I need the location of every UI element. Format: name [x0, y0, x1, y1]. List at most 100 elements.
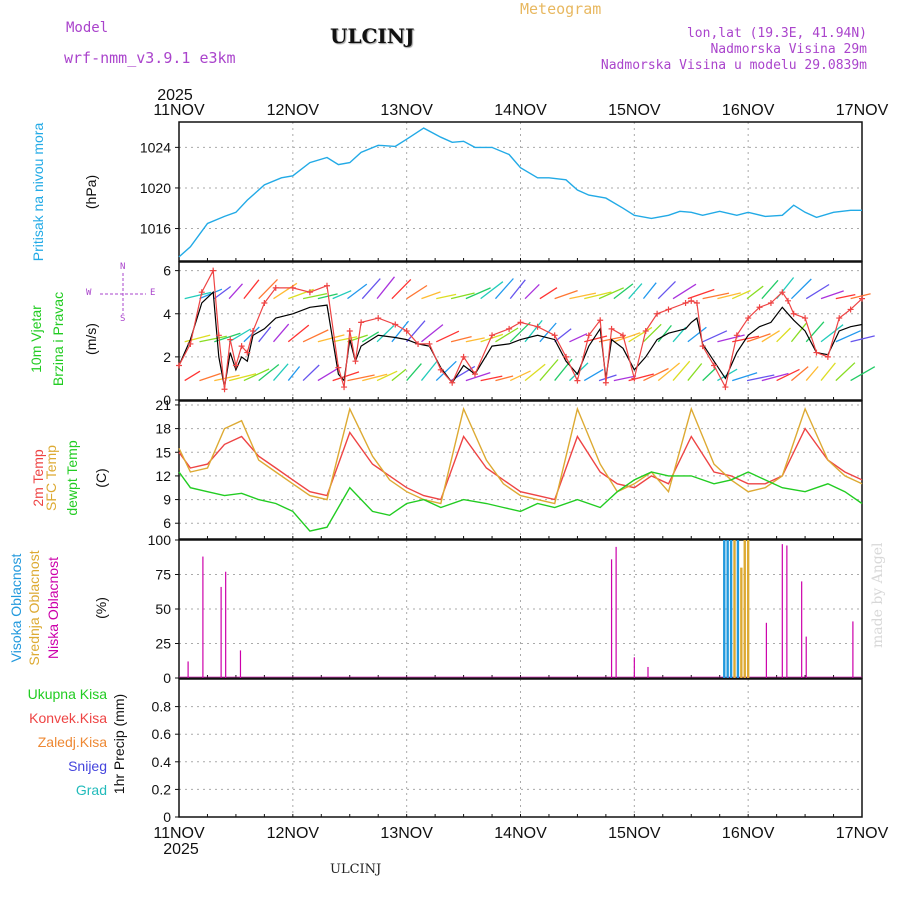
y-tick-label: 6 [163, 263, 171, 279]
station-title: ULCINJ [330, 24, 415, 48]
wind-arrow [361, 331, 380, 343]
precip-legend: Ukupna Kisa Konvek.Kisa Zaledj.Kisa Snij… [0, 686, 107, 806]
sfc-temp-line [178, 406, 863, 505]
wind-arrow [391, 278, 412, 300]
wind-arrow [584, 291, 612, 300]
wind-gust-marker [654, 310, 661, 317]
wind-gust-marker [187, 340, 194, 347]
wind-arrow [406, 284, 428, 300]
wind-gust-marker [335, 364, 342, 371]
wind-gust-marker [306, 289, 313, 296]
wind-arrow [435, 330, 460, 343]
dewpt-line [178, 471, 863, 532]
y-tick-label: 0 [163, 670, 171, 686]
wind-arrow [554, 289, 578, 300]
wind-arrow [584, 335, 608, 343]
wind-arrow [376, 370, 398, 382]
wind-gust-marker [352, 358, 359, 365]
y-tick-label: 25 [155, 636, 171, 652]
wind-arrow [332, 290, 352, 300]
wind-gust-marker [227, 336, 234, 343]
wind-gust-marker [534, 323, 541, 330]
y-tick-label: 4 [163, 306, 171, 322]
wind-arrow [746, 333, 771, 343]
wind-arrow [302, 329, 329, 343]
wind-gust-marker [449, 379, 456, 386]
wind-arrow [421, 291, 441, 300]
wind-arrow [850, 366, 876, 382]
wind-gust-marker [261, 299, 268, 306]
wind-arrow [421, 324, 444, 343]
wind-arrow [702, 330, 728, 343]
wind-arrow [347, 283, 368, 300]
wind-arrow [613, 332, 641, 343]
y-tick-label: 100 [148, 532, 172, 548]
y-tick-label: 12 [155, 468, 171, 484]
wind-arrow [790, 322, 807, 343]
wind-arrow [362, 373, 388, 382]
y-tick-label: 21 [155, 397, 171, 413]
wind-gust-marker [756, 304, 763, 311]
compass-s: S [120, 314, 126, 324]
wind-arrow [805, 366, 819, 382]
wind-gust-marker [733, 332, 740, 339]
y-tick-label: 0.2 [152, 781, 172, 797]
legend-total-rain: Ukupna Kisa [27, 686, 107, 702]
wind-gust-marker [847, 306, 854, 313]
wind-gust-marker [688, 297, 695, 304]
pressure-line [178, 127, 862, 258]
wind-arrow [494, 278, 514, 300]
panel-frame [178, 678, 863, 818]
wind-arrow [184, 370, 201, 382]
wind-gust-marker [642, 328, 649, 334]
model-name: wrf-nmm_v3.9.1 e3km [64, 49, 236, 67]
wind-gust-marker [471, 371, 478, 378]
wind-arrow [569, 292, 597, 300]
bottom-year-label: 2025 [163, 841, 199, 858]
wind-gust-marker [745, 315, 752, 322]
wind-arrow [850, 335, 875, 343]
wind-gust-marker [597, 317, 604, 324]
wind-arrow [361, 278, 381, 300]
wind-arrow [524, 363, 546, 382]
wind-arrow [391, 320, 410, 343]
footer-station: ULCINJ [330, 862, 382, 877]
wind-arrow [243, 279, 260, 300]
wind-arrow [820, 324, 844, 343]
wind-gust-marker [215, 332, 222, 339]
wind-arrow [509, 279, 526, 300]
wind-arrow [776, 327, 791, 343]
wind-arrow [791, 366, 809, 382]
y-tick-label: 0.8 [152, 699, 172, 715]
wind-arrow [717, 334, 745, 343]
wind-arrow [406, 320, 426, 343]
wind-gust-marker [790, 310, 797, 317]
wind-gust-marker [323, 282, 330, 289]
wind-arrow [376, 276, 396, 300]
wind-gust-marker [375, 315, 382, 322]
top-day-label: 15NOV [608, 102, 661, 119]
wind-arrow [199, 372, 221, 382]
compass-e: E [150, 288, 156, 298]
wind-arrow [643, 367, 669, 382]
bottom-day-label: 16NOV [722, 825, 775, 842]
wind-arrow [495, 375, 514, 382]
bottom-day-label: 17NOV [836, 825, 889, 842]
legend-snow: Snijeg [68, 758, 107, 774]
wind-arrow [509, 370, 531, 382]
wind-arrow [687, 326, 707, 343]
model-label: Model [66, 20, 109, 36]
wind-arrow [199, 335, 227, 343]
wind-gust-marker [198, 289, 205, 296]
y-tick-label: 0 [163, 809, 171, 825]
wind-arrow [450, 292, 475, 300]
wind-arrow [642, 323, 662, 343]
wind-arrow [746, 374, 775, 382]
wind-gust-marker [813, 349, 820, 356]
wind-gust-marker [608, 325, 615, 332]
bottom-day-label: 12NOV [267, 825, 320, 842]
wind-arrow [820, 362, 836, 382]
wind-arrow [672, 283, 697, 300]
y-tick-label: 1020 [140, 180, 171, 196]
